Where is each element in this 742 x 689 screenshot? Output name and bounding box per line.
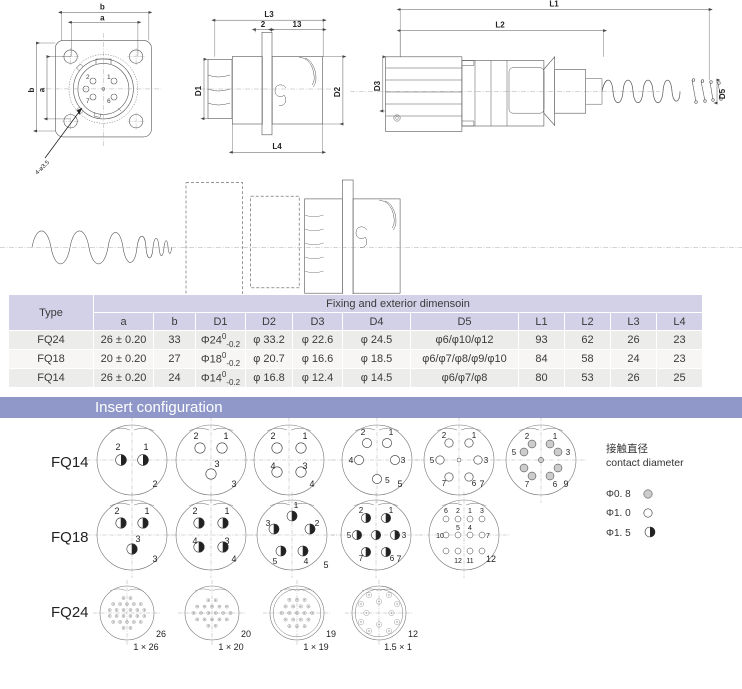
svg-text:1: 1 xyxy=(107,74,111,81)
svg-text:6: 6 xyxy=(107,98,111,105)
svg-text:4-ø3.5: 4-ø3.5 xyxy=(35,159,52,176)
svg-text:7: 7 xyxy=(86,98,90,105)
svg-text:13: 13 xyxy=(293,20,302,29)
svg-text:L2: L2 xyxy=(495,21,505,30)
svg-text:b: b xyxy=(100,3,105,12)
svg-text:a: a xyxy=(100,13,105,22)
svg-text:b: b xyxy=(27,87,36,92)
svg-text:D3: D3 xyxy=(373,80,382,91)
svg-text:a: a xyxy=(38,87,47,92)
svg-text:L3: L3 xyxy=(264,10,274,19)
svg-text:2: 2 xyxy=(86,74,90,81)
svg-text:L1: L1 xyxy=(549,0,559,9)
svg-text:D2: D2 xyxy=(333,86,342,97)
svg-text:2: 2 xyxy=(261,20,266,29)
svg-text:D5: D5 xyxy=(718,88,727,99)
svg-text:D1: D1 xyxy=(194,85,203,96)
svg-text:L4: L4 xyxy=(272,142,282,151)
